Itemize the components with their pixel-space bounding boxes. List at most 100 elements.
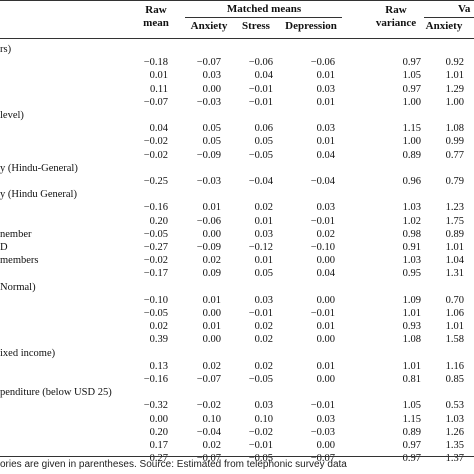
depression-cell: −0.01 xyxy=(310,400,335,412)
depression-cell: 0.00 xyxy=(316,255,335,267)
anxiety-variance-cell: 0.85 xyxy=(445,374,464,385)
raw-mean-cell: 0.04 xyxy=(149,123,168,135)
depression-cell: 0.04 xyxy=(316,268,335,280)
depression-cell: −0.03 xyxy=(310,426,335,438)
raw-mean-cell: −0.25 xyxy=(143,176,168,187)
anxiety-variance-cell: 1.37 xyxy=(445,453,464,465)
raw-variance-cell: 1.01 xyxy=(402,360,421,372)
raw-mean-cell: 0.20 xyxy=(149,215,168,227)
depression-cell: 0.03 xyxy=(316,83,335,95)
stress-cell: 0.01 xyxy=(254,255,273,267)
raw-variance-cell: 1.08 xyxy=(402,334,421,346)
anxiety-variance-cell: 1.08 xyxy=(445,123,464,135)
anxiety-cell: 0.05 xyxy=(202,136,221,148)
anxiety-variance-cell: 1.58 xyxy=(445,334,464,346)
depression-cell: 0.01 xyxy=(316,321,335,333)
row-label: ixed income) xyxy=(0,347,56,359)
anxiety-variance-cell: 1.29 xyxy=(445,83,464,95)
anxiety-variance-cell: 0.92 xyxy=(445,57,464,69)
header-anxiety: Anxiety xyxy=(190,20,228,32)
table-row: members −0.02 0.02 0.01 0.00 1.03 1.04 xyxy=(0,253,474,269)
raw-mean-cell: −0.18 xyxy=(143,57,168,69)
stress-cell: 0.02 xyxy=(254,334,273,346)
stress-cell: 0.06 xyxy=(254,123,273,135)
anxiety-variance-cell: 1.23 xyxy=(445,202,464,214)
depression-cell: −0.01 xyxy=(310,215,335,227)
raw-mean-cell: −0.05 xyxy=(143,308,168,319)
table-row: −0.07 −0.03 −0.01 0.01 1.00 1.00 xyxy=(0,95,474,111)
anxiety-variance-cell: 0.70 xyxy=(445,294,464,306)
depression-cell: 0.03 xyxy=(316,123,335,135)
anxiety-variance-cell: 1.04 xyxy=(445,255,464,267)
anxiety-cell: 0.02 xyxy=(202,440,221,451)
anxiety-variance-cell: 1.16 xyxy=(445,360,464,372)
table-row: 0.00 0.10 0.10 0.03 1.15 1.03 xyxy=(0,412,474,428)
table-row: −0.25 −0.03 −0.04 −0.04 0.96 0.79 xyxy=(0,174,474,190)
anxiety-cell: 0.03 xyxy=(202,70,221,82)
anxiety-cell: −0.03 xyxy=(196,176,221,187)
raw-mean-cell: 0.11 xyxy=(150,83,168,95)
raw-variance-cell: 0.98 xyxy=(402,228,421,240)
raw-mean-cell: 0.20 xyxy=(149,426,168,438)
raw-mean-cell: −0.32 xyxy=(143,400,168,412)
raw-variance-cell: 1.01 xyxy=(402,308,421,319)
raw-mean-cell: 0.13 xyxy=(149,360,168,372)
raw-mean-cell: −0.10 xyxy=(143,294,168,306)
anxiety-variance-cell: 0.53 xyxy=(445,400,464,412)
depression-cell: 0.01 xyxy=(316,136,335,148)
stress-cell: 0.05 xyxy=(254,136,273,148)
anxiety-cell: −0.03 xyxy=(196,96,221,108)
stress-cell: 0.05 xyxy=(254,268,273,280)
raw-variance-cell: 1.09 xyxy=(402,294,421,306)
anxiety-variance-cell: 1.35 xyxy=(445,440,464,451)
row-label: level) xyxy=(0,110,24,121)
raw-variance-cell: 0.96 xyxy=(402,176,421,187)
anxiety-cell: 0.00 xyxy=(202,334,221,346)
table-row: y (Hindu-General) xyxy=(0,161,474,177)
anxiety-variance-cell: 1.03 xyxy=(445,413,464,425)
anxiety-variance-cell: 1.06 xyxy=(445,308,464,319)
raw-mean-cell: −0.17 xyxy=(143,268,168,280)
table-row: −0.10 0.01 0.03 0.00 1.09 0.70 xyxy=(0,293,474,309)
table-row: −0.18 −0.07 −0.06 −0.06 0.97 0.92 xyxy=(0,55,474,71)
depression-cell: 0.02 xyxy=(316,228,335,240)
depression-cell: −0.07 xyxy=(310,453,335,465)
anxiety-cell: −0.04 xyxy=(196,426,221,438)
row-label: y (Hindu General) xyxy=(0,189,77,201)
anxiety-cell: 0.01 xyxy=(202,202,221,214)
depression-cell: 0.01 xyxy=(316,360,335,372)
depression-cell: −0.04 xyxy=(310,176,335,187)
raw-mean-cell: 0.39 xyxy=(149,334,168,346)
anxiety-cell: 0.05 xyxy=(202,123,221,135)
table-row: −0.05 0.00 −0.01 −0.01 1.01 1.06 xyxy=(0,306,474,322)
header-stress: Stress xyxy=(242,20,270,32)
raw-variance-cell: 0.81 xyxy=(402,374,421,385)
anxiety-cell: 0.10 xyxy=(202,413,221,425)
table-row: −0.16 0.01 0.02 0.03 1.03 1.23 xyxy=(0,200,474,216)
depression-cell: 0.01 xyxy=(316,70,335,82)
depression-cell: 0.00 xyxy=(316,440,335,451)
table-row: −0.16 −0.07 −0.05 0.00 0.81 0.85 xyxy=(0,372,474,388)
anxiety-variance-cell: 0.99 xyxy=(445,136,464,148)
raw-variance-cell: 1.05 xyxy=(402,70,421,82)
raw-variance-cell: 1.03 xyxy=(402,255,421,267)
raw-mean-cell: −0.02 xyxy=(143,255,168,267)
raw-variance-cell: 1.00 xyxy=(402,136,421,148)
raw-variance-cell: 0.89 xyxy=(402,426,421,438)
header-depression: Depression xyxy=(285,20,337,32)
anxiety-cell: −0.07 xyxy=(196,453,221,465)
header-matched-means: Matched means xyxy=(226,3,302,15)
raw-variance-cell: 0.95 xyxy=(402,268,421,280)
raw-variance-cell: 1.02 xyxy=(402,215,421,227)
anxiety-variance-cell: 1.00 xyxy=(445,96,464,108)
depression-cell: 0.00 xyxy=(316,334,335,346)
anxiety-variance-cell: 0.77 xyxy=(445,149,464,161)
stress-cell: −0.04 xyxy=(248,176,273,187)
stress-cell: 0.02 xyxy=(254,360,273,372)
row-label: members xyxy=(0,255,39,267)
anxiety-variance-cell: 1.01 xyxy=(445,242,464,253)
footnote: ories are given in parentheses. Source: … xyxy=(0,459,347,470)
table-row: ixed income) xyxy=(0,346,474,362)
table-row: −0.32 −0.02 0.03 −0.01 1.05 0.53 xyxy=(0,398,474,414)
anxiety-cell: 0.02 xyxy=(202,360,221,372)
